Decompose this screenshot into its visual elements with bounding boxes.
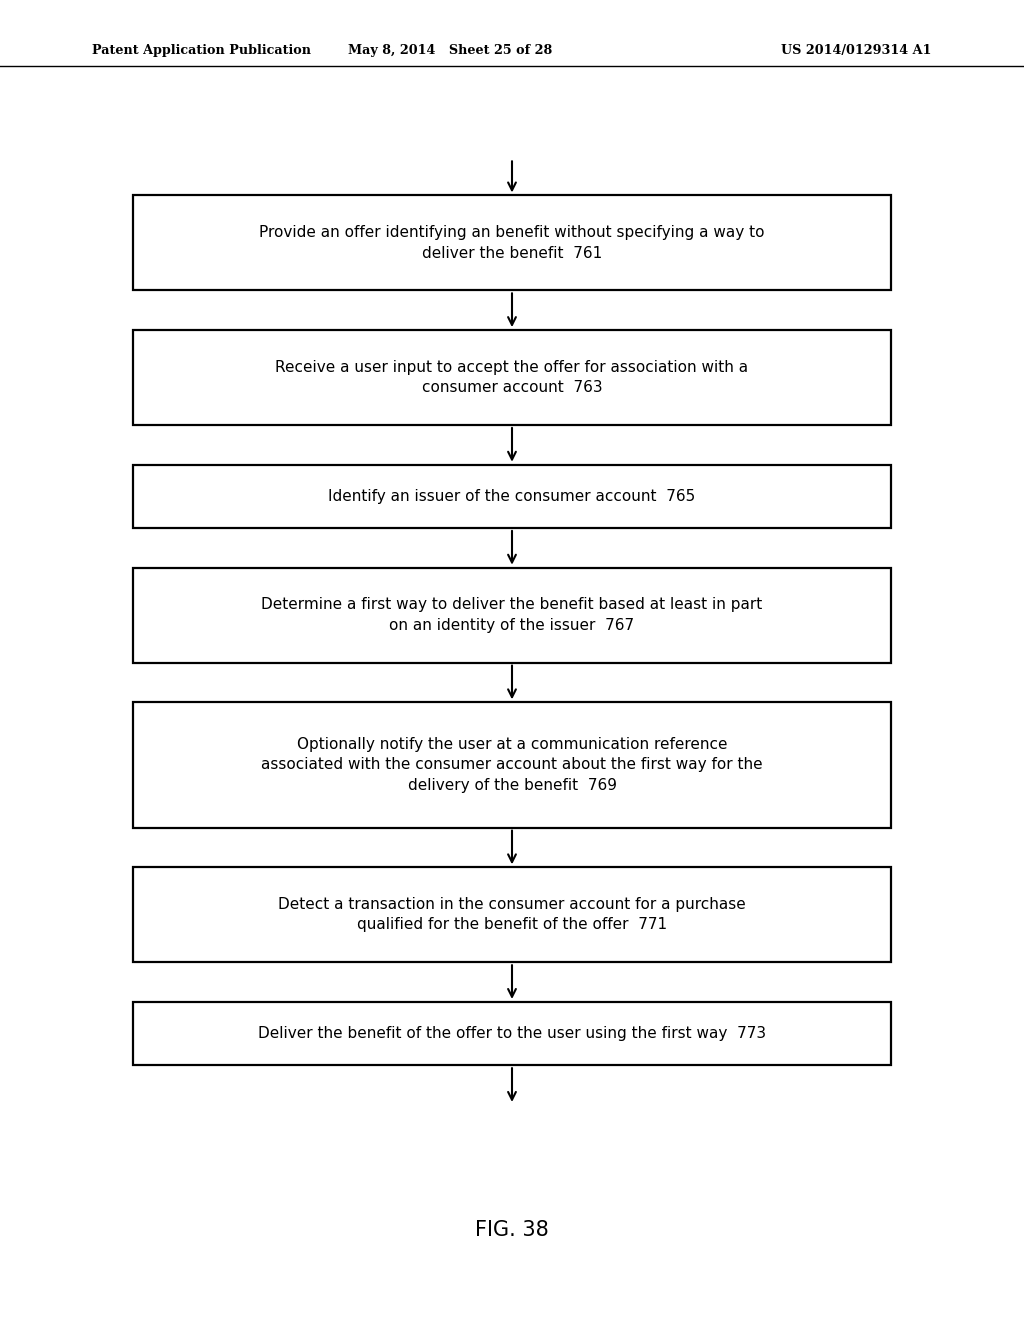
Text: FIG. 38: FIG. 38 <box>475 1220 549 1241</box>
FancyBboxPatch shape <box>133 330 891 425</box>
Text: Optionally notify the user at a communication reference
associated with the cons: Optionally notify the user at a communic… <box>261 737 763 793</box>
Text: Detect a transaction in the consumer account for a purchase
qualified for the be: Detect a transaction in the consumer acc… <box>279 898 745 932</box>
FancyBboxPatch shape <box>133 195 891 290</box>
FancyBboxPatch shape <box>133 568 891 663</box>
FancyBboxPatch shape <box>133 465 891 528</box>
Text: Receive a user input to accept the offer for association with a
consumer account: Receive a user input to accept the offer… <box>275 360 749 395</box>
Text: Identify an issuer of the consumer account  765: Identify an issuer of the consumer accou… <box>329 488 695 504</box>
Text: Provide an offer identifying an benefit without specifying a way to
deliver the : Provide an offer identifying an benefit … <box>259 226 765 260</box>
FancyBboxPatch shape <box>133 1002 891 1065</box>
Text: May 8, 2014   Sheet 25 of 28: May 8, 2014 Sheet 25 of 28 <box>348 44 553 57</box>
Text: Determine a first way to deliver the benefit based at least in part
on an identi: Determine a first way to deliver the ben… <box>261 598 763 632</box>
Text: US 2014/0129314 A1: US 2014/0129314 A1 <box>781 44 932 57</box>
FancyBboxPatch shape <box>133 702 891 828</box>
Text: Deliver the benefit of the offer to the user using the first way  773: Deliver the benefit of the offer to the … <box>258 1026 766 1041</box>
FancyBboxPatch shape <box>133 867 891 962</box>
Text: Patent Application Publication: Patent Application Publication <box>92 44 311 57</box>
